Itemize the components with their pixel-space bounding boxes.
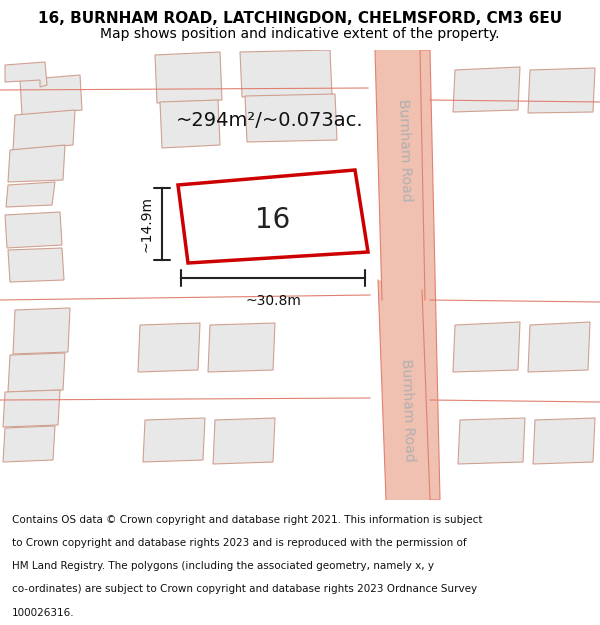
Polygon shape bbox=[5, 62, 47, 87]
Text: Map shows position and indicative extent of the property.: Map shows position and indicative extent… bbox=[100, 28, 500, 41]
Polygon shape bbox=[453, 67, 520, 112]
Polygon shape bbox=[528, 68, 595, 113]
Polygon shape bbox=[458, 418, 525, 464]
Text: ~294m²/~0.073ac.: ~294m²/~0.073ac. bbox=[176, 111, 364, 129]
Text: Burnham Road: Burnham Road bbox=[399, 358, 417, 462]
Text: Burnham Road: Burnham Road bbox=[396, 98, 414, 202]
Polygon shape bbox=[155, 52, 222, 103]
Polygon shape bbox=[240, 50, 332, 97]
Text: 100026316.: 100026316. bbox=[12, 608, 74, 618]
Polygon shape bbox=[20, 75, 82, 115]
Polygon shape bbox=[13, 308, 70, 354]
Polygon shape bbox=[3, 426, 55, 462]
Polygon shape bbox=[160, 100, 220, 148]
Polygon shape bbox=[8, 248, 64, 282]
Polygon shape bbox=[138, 323, 200, 372]
Polygon shape bbox=[213, 418, 275, 464]
Polygon shape bbox=[528, 322, 590, 372]
Polygon shape bbox=[375, 50, 425, 300]
Polygon shape bbox=[208, 323, 275, 372]
Text: Contains OS data © Crown copyright and database right 2021. This information is : Contains OS data © Crown copyright and d… bbox=[12, 515, 482, 525]
Text: ~30.8m: ~30.8m bbox=[245, 294, 301, 308]
Polygon shape bbox=[3, 390, 60, 427]
Text: 16: 16 bbox=[256, 206, 290, 234]
Text: 16, BURNHAM ROAD, LATCHINGDON, CHELMSFORD, CM3 6EU: 16, BURNHAM ROAD, LATCHINGDON, CHELMSFOR… bbox=[38, 11, 562, 26]
Polygon shape bbox=[5, 212, 62, 248]
Polygon shape bbox=[533, 418, 595, 464]
Text: HM Land Registry. The polygons (including the associated geometry, namely x, y: HM Land Registry. The polygons (includin… bbox=[12, 561, 434, 571]
Polygon shape bbox=[178, 170, 368, 263]
Polygon shape bbox=[8, 145, 65, 182]
Polygon shape bbox=[143, 418, 205, 462]
Polygon shape bbox=[13, 110, 75, 150]
Polygon shape bbox=[245, 94, 337, 142]
Text: to Crown copyright and database rights 2023 and is reproduced with the permissio: to Crown copyright and database rights 2… bbox=[12, 538, 467, 548]
Polygon shape bbox=[390, 50, 440, 500]
Polygon shape bbox=[453, 322, 520, 372]
Polygon shape bbox=[8, 353, 65, 392]
Polygon shape bbox=[378, 280, 430, 500]
Text: co-ordinates) are subject to Crown copyright and database rights 2023 Ordnance S: co-ordinates) are subject to Crown copyr… bbox=[12, 584, 477, 594]
Text: ~14.9m: ~14.9m bbox=[140, 196, 154, 252]
Polygon shape bbox=[6, 182, 55, 207]
